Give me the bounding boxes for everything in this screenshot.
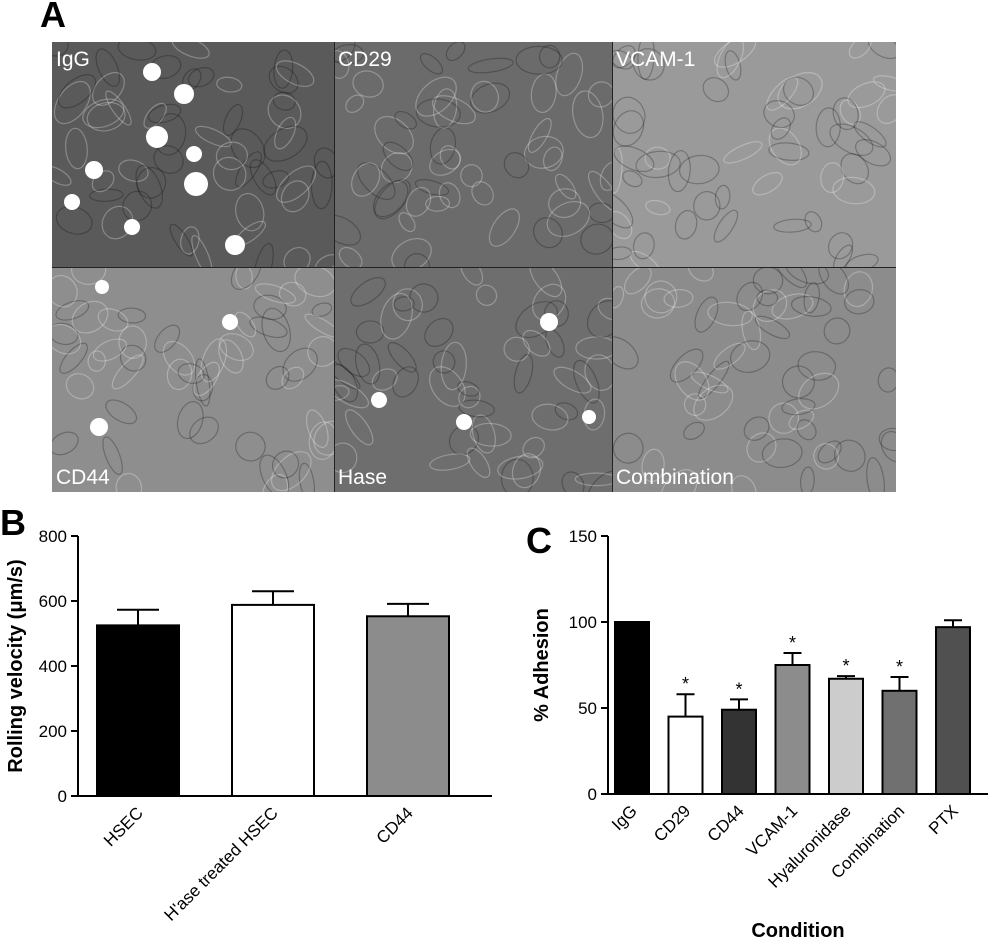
bar-cd44 (366, 615, 450, 798)
y-tick-label: 50 (578, 699, 597, 718)
micrograph-label: CD29 (338, 48, 392, 71)
x-tick-label: CD44 (373, 803, 417, 847)
micrograph-vcam-1: VCAM-1 (612, 42, 896, 267)
adherent-cell-spot (143, 63, 161, 81)
bar-cd44 (721, 708, 757, 795)
y-tick-label: 0 (588, 785, 597, 804)
significance-marker: * (896, 657, 903, 677)
bar-hyaluronidase (828, 677, 864, 795)
bar-combination (881, 689, 918, 795)
adherent-cell-spot (90, 418, 108, 436)
micrograph-cd44: CD44 (52, 267, 334, 492)
micrograph-hase: Hase (334, 267, 612, 492)
y-tick-label: 150 (569, 527, 597, 546)
micrograph-label: Hase (338, 466, 388, 489)
x-tick-label: CD29 (650, 801, 694, 845)
adherent-cell-spot (582, 410, 596, 424)
y-tick-label: 800 (39, 527, 67, 546)
y-tick-label: 400 (39, 657, 67, 676)
x-tick-label: PTX (925, 801, 962, 838)
panel-a-letter: A (40, 0, 66, 35)
adherent-cell-spot (540, 313, 558, 331)
adherent-cell-spot (456, 414, 472, 430)
micrograph-label: VCAM-1 (616, 48, 696, 71)
x-tick-label: H'ase treated HSEC (161, 803, 282, 924)
y-tick-label: 200 (39, 722, 67, 741)
micrograph-cd29: CD29 (334, 42, 612, 267)
x-tick-label: HSEC (100, 803, 147, 850)
y-axis-label: % Adhesion (531, 608, 553, 722)
adherent-cell-spot (95, 280, 109, 294)
significance-marker: * (735, 679, 742, 699)
adherent-cell-spot (371, 392, 387, 408)
micrograph-label: CD44 (56, 466, 110, 489)
significance-marker: * (789, 633, 796, 653)
adherent-cell-spot (225, 235, 245, 255)
adherent-cell-spot (124, 219, 140, 235)
bar-hsec (96, 624, 180, 797)
bar-ptx (935, 626, 971, 795)
chart-c: 0 50 100 150 % Adhesion Condition IgG * CD29 * CD4… (531, 527, 988, 942)
bar-igg (614, 621, 650, 795)
micrograph-label: Combination (616, 466, 734, 489)
x-axis-label: Condition (751, 920, 844, 942)
x-tick-label: CD44 (704, 801, 748, 845)
y-tick-label: 600 (39, 592, 67, 611)
adherent-cell-spot (64, 194, 80, 210)
x-tick-label: IgG (608, 801, 641, 834)
micrograph-combination: Combination (612, 267, 896, 492)
significance-marker: * (842, 656, 849, 676)
micrograph-igg: IgG (52, 42, 334, 267)
adherent-cell-spot (85, 161, 103, 179)
bar-vcam-1 (774, 664, 811, 795)
micrograph-label: IgG (56, 48, 90, 71)
significance-marker: * (682, 674, 689, 694)
grid-divider (52, 267, 896, 268)
chart-b: 0 200 400 600 800 Rolling velocity (μm/s) HSEC… (5, 527, 492, 925)
panel-c-letter: C (526, 520, 552, 561)
y-tick-label: 0 (58, 787, 67, 806)
adherent-cell-spot (184, 172, 208, 196)
adherent-cell-spot (186, 146, 202, 162)
bar-cd29 (667, 715, 704, 796)
y-tick-label: 100 (569, 613, 597, 632)
adherent-cell-spot (174, 84, 194, 104)
panel-b-letter: B (0, 502, 26, 543)
bar-h-ase-treated-hsec (231, 603, 315, 798)
adherent-cell-spot (222, 314, 238, 330)
y-axis-label: Rolling velocity (μm/s) (5, 559, 27, 772)
micrograph-grid: IgG CD29 VCAM-1 CD44 Hase Combination (52, 42, 896, 492)
adherent-cell-spot (146, 126, 168, 148)
